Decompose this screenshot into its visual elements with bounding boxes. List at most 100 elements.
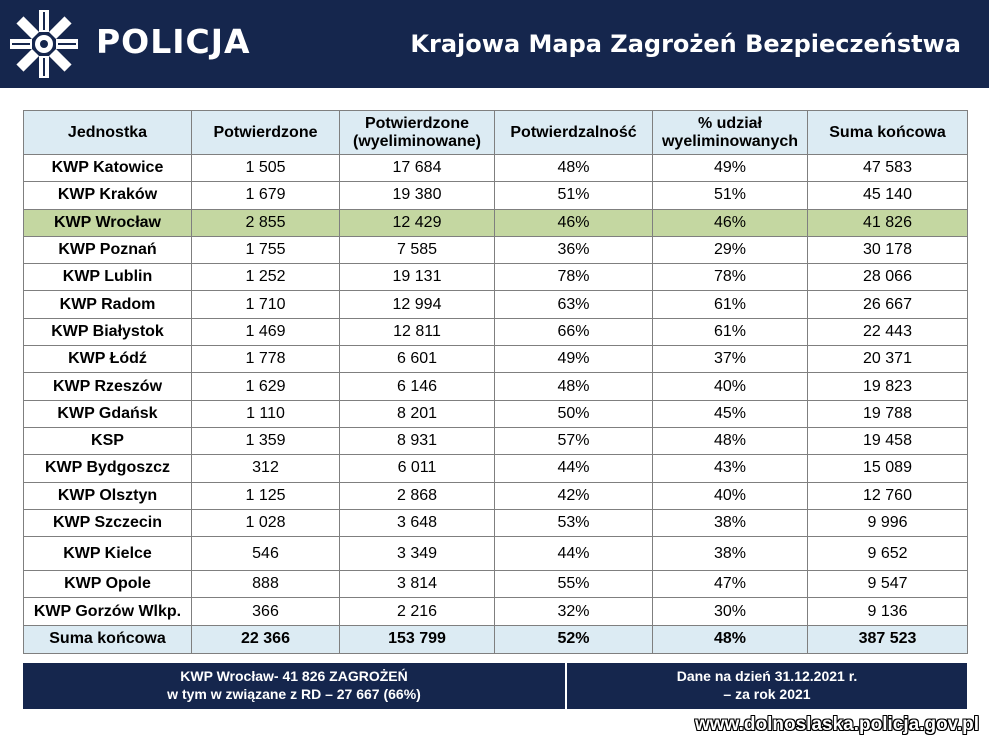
unit-name-cell: KSP xyxy=(23,426,192,456)
unit-name-cell: KWP Opole xyxy=(23,570,192,599)
table-row: KWP Lublin 1 252 19 131 78% 78% 28 066 xyxy=(23,263,968,292)
value-cell: 44% xyxy=(494,454,653,483)
value-cell: 9 136 xyxy=(807,597,968,626)
value-cell: 1 710 xyxy=(191,290,340,319)
table-row: KWP Szczecin 1 028 3 648 53% 38% 9 996 xyxy=(23,508,968,538)
page-title: Krajowa Mapa Zagrożeń Bezpieczeństwa xyxy=(410,30,961,58)
table-row: KWP Gdańsk 1 110 8 201 50% 45% 19 788 xyxy=(23,399,968,428)
website-link[interactable]: www.dolnoslaska.policja.gov.pl xyxy=(695,714,979,735)
value-cell: 6 601 xyxy=(339,345,495,374)
column-header: Potwierdzalność xyxy=(494,110,653,155)
value-cell: 38% xyxy=(652,508,808,538)
threat-map-table: Jednostka Potwierdzone Potwierdzone (wye… xyxy=(23,110,968,654)
value-cell: 78% xyxy=(494,263,653,292)
column-header: Suma końcowa xyxy=(807,110,968,155)
wroclaw-summary: KWP Wrocław- 41 826 ZAGROŻEŃ w tym w zwi… xyxy=(23,663,567,709)
value-cell: 8 201 xyxy=(339,399,495,428)
table-row: KWP Gorzów Wlkp. 366 2 216 32% 30% 9 136 xyxy=(23,597,968,626)
value-cell: 9 652 xyxy=(807,536,968,572)
value-cell: 26 667 xyxy=(807,290,968,319)
value-cell: 2 855 xyxy=(191,208,340,237)
value-cell: 546 xyxy=(191,536,340,572)
table-row: KWP Olsztyn 1 125 2 868 42% 40% 12 760 xyxy=(23,481,968,510)
header-bar: POLICJA Krajowa Mapa Zagrożeń Bezpieczeń… xyxy=(0,0,989,88)
value-cell: 49% xyxy=(494,345,653,374)
column-header: Potwierdzone xyxy=(191,110,340,155)
value-cell: 7 585 xyxy=(339,235,495,265)
unit-name-cell: KWP Kraków xyxy=(23,181,192,210)
value-cell: 1 629 xyxy=(191,372,340,401)
value-cell: 15 089 xyxy=(807,454,968,483)
value-cell: 19 788 xyxy=(807,399,968,428)
table-row: KWP Kraków 1 679 19 380 51% 51% 45 140 xyxy=(23,181,968,210)
column-header: % udział wyeliminowanych xyxy=(652,110,808,155)
table-row: KWP Opole 888 3 814 55% 47% 9 547 xyxy=(23,570,968,599)
table-row: KWP Poznań 1 755 7 585 36% 29% 30 178 xyxy=(23,235,968,265)
value-cell: 32% xyxy=(494,597,653,626)
value-cell: 3 349 xyxy=(339,536,495,572)
unit-name-cell: KWP Gorzów Wlkp. xyxy=(23,597,192,626)
value-cell: 1 028 xyxy=(191,508,340,538)
value-cell: 29% xyxy=(652,235,808,265)
value-cell: 312 xyxy=(191,454,340,483)
logo-text: POLICJA xyxy=(96,22,251,61)
value-cell: 20 371 xyxy=(807,345,968,374)
value-cell: 2 868 xyxy=(339,481,495,510)
value-cell: 41 826 xyxy=(807,208,968,237)
value-cell: 1 359 xyxy=(191,426,340,456)
value-cell: 9 547 xyxy=(807,570,968,599)
date-line: Dane na dzień 31.12.2021 r. xyxy=(676,668,858,684)
value-cell: 45 140 xyxy=(807,181,968,210)
date-line: – za rok 2021 xyxy=(723,686,811,702)
unit-name-cell: KWP Bydgoszcz xyxy=(23,454,192,483)
unit-name-cell: KWP Wrocław xyxy=(23,208,192,237)
value-cell: 78% xyxy=(652,263,808,292)
police-star-icon xyxy=(10,10,78,78)
value-cell: 1 755 xyxy=(191,235,340,265)
value-cell: 1 778 xyxy=(191,345,340,374)
value-cell: 8 931 xyxy=(339,426,495,456)
value-cell: 61% xyxy=(652,290,808,319)
total-cell: 387 523 xyxy=(807,624,968,654)
value-cell: 1 110 xyxy=(191,399,340,428)
value-cell: 51% xyxy=(652,181,808,210)
value-cell: 1 125 xyxy=(191,481,340,510)
table-row: KWP Bydgoszcz 312 6 011 44% 43% 15 089 xyxy=(23,454,968,483)
value-cell: 12 994 xyxy=(339,290,495,319)
value-cell: 6 011 xyxy=(339,454,495,483)
column-header: Jednostka xyxy=(23,110,192,155)
table-row: KWP Radom 1 710 12 994 63% 61% 26 667 xyxy=(23,290,968,319)
total-cell: 52% xyxy=(494,624,653,654)
value-cell: 61% xyxy=(652,317,808,347)
value-cell: 47 583 xyxy=(807,153,968,183)
unit-name-cell: KWP Lublin xyxy=(23,263,192,292)
value-cell: 19 458 xyxy=(807,426,968,456)
value-cell: 40% xyxy=(652,372,808,401)
summary-line: KWP Wrocław- 41 826 ZAGROŻEŃ xyxy=(180,668,408,684)
value-cell: 55% xyxy=(494,570,653,599)
value-cell: 30% xyxy=(652,597,808,626)
value-cell: 19 380 xyxy=(339,181,495,210)
value-cell: 53% xyxy=(494,508,653,538)
value-cell: 57% xyxy=(494,426,653,456)
value-cell: 28 066 xyxy=(807,263,968,292)
value-cell: 46% xyxy=(652,208,808,237)
value-cell: 66% xyxy=(494,317,653,347)
value-cell: 30 178 xyxy=(807,235,968,265)
value-cell: 51% xyxy=(494,181,653,210)
value-cell: 48% xyxy=(494,372,653,401)
value-cell: 36% xyxy=(494,235,653,265)
value-cell: 49% xyxy=(652,153,808,183)
unit-name-cell: KWP Kielce xyxy=(23,536,192,572)
value-cell: 9 996 xyxy=(807,508,968,538)
value-cell: 12 760 xyxy=(807,481,968,510)
value-cell: 19 823 xyxy=(807,372,968,401)
unit-name-cell: KWP Rzeszów xyxy=(23,372,192,401)
value-cell: 1 469 xyxy=(191,317,340,347)
table-row: KWP Łódź 1 778 6 601 49% 37% 20 371 xyxy=(23,345,968,374)
table-header-row: Jednostka Potwierdzone Potwierdzone (wye… xyxy=(23,110,968,155)
total-row: Suma końcowa 22 366 153 799 52% 48% 387 … xyxy=(23,624,968,654)
value-cell: 2 216 xyxy=(339,597,495,626)
unit-name-cell: KWP Gdańsk xyxy=(23,399,192,428)
unit-name-cell: KWP Katowice xyxy=(23,153,192,183)
